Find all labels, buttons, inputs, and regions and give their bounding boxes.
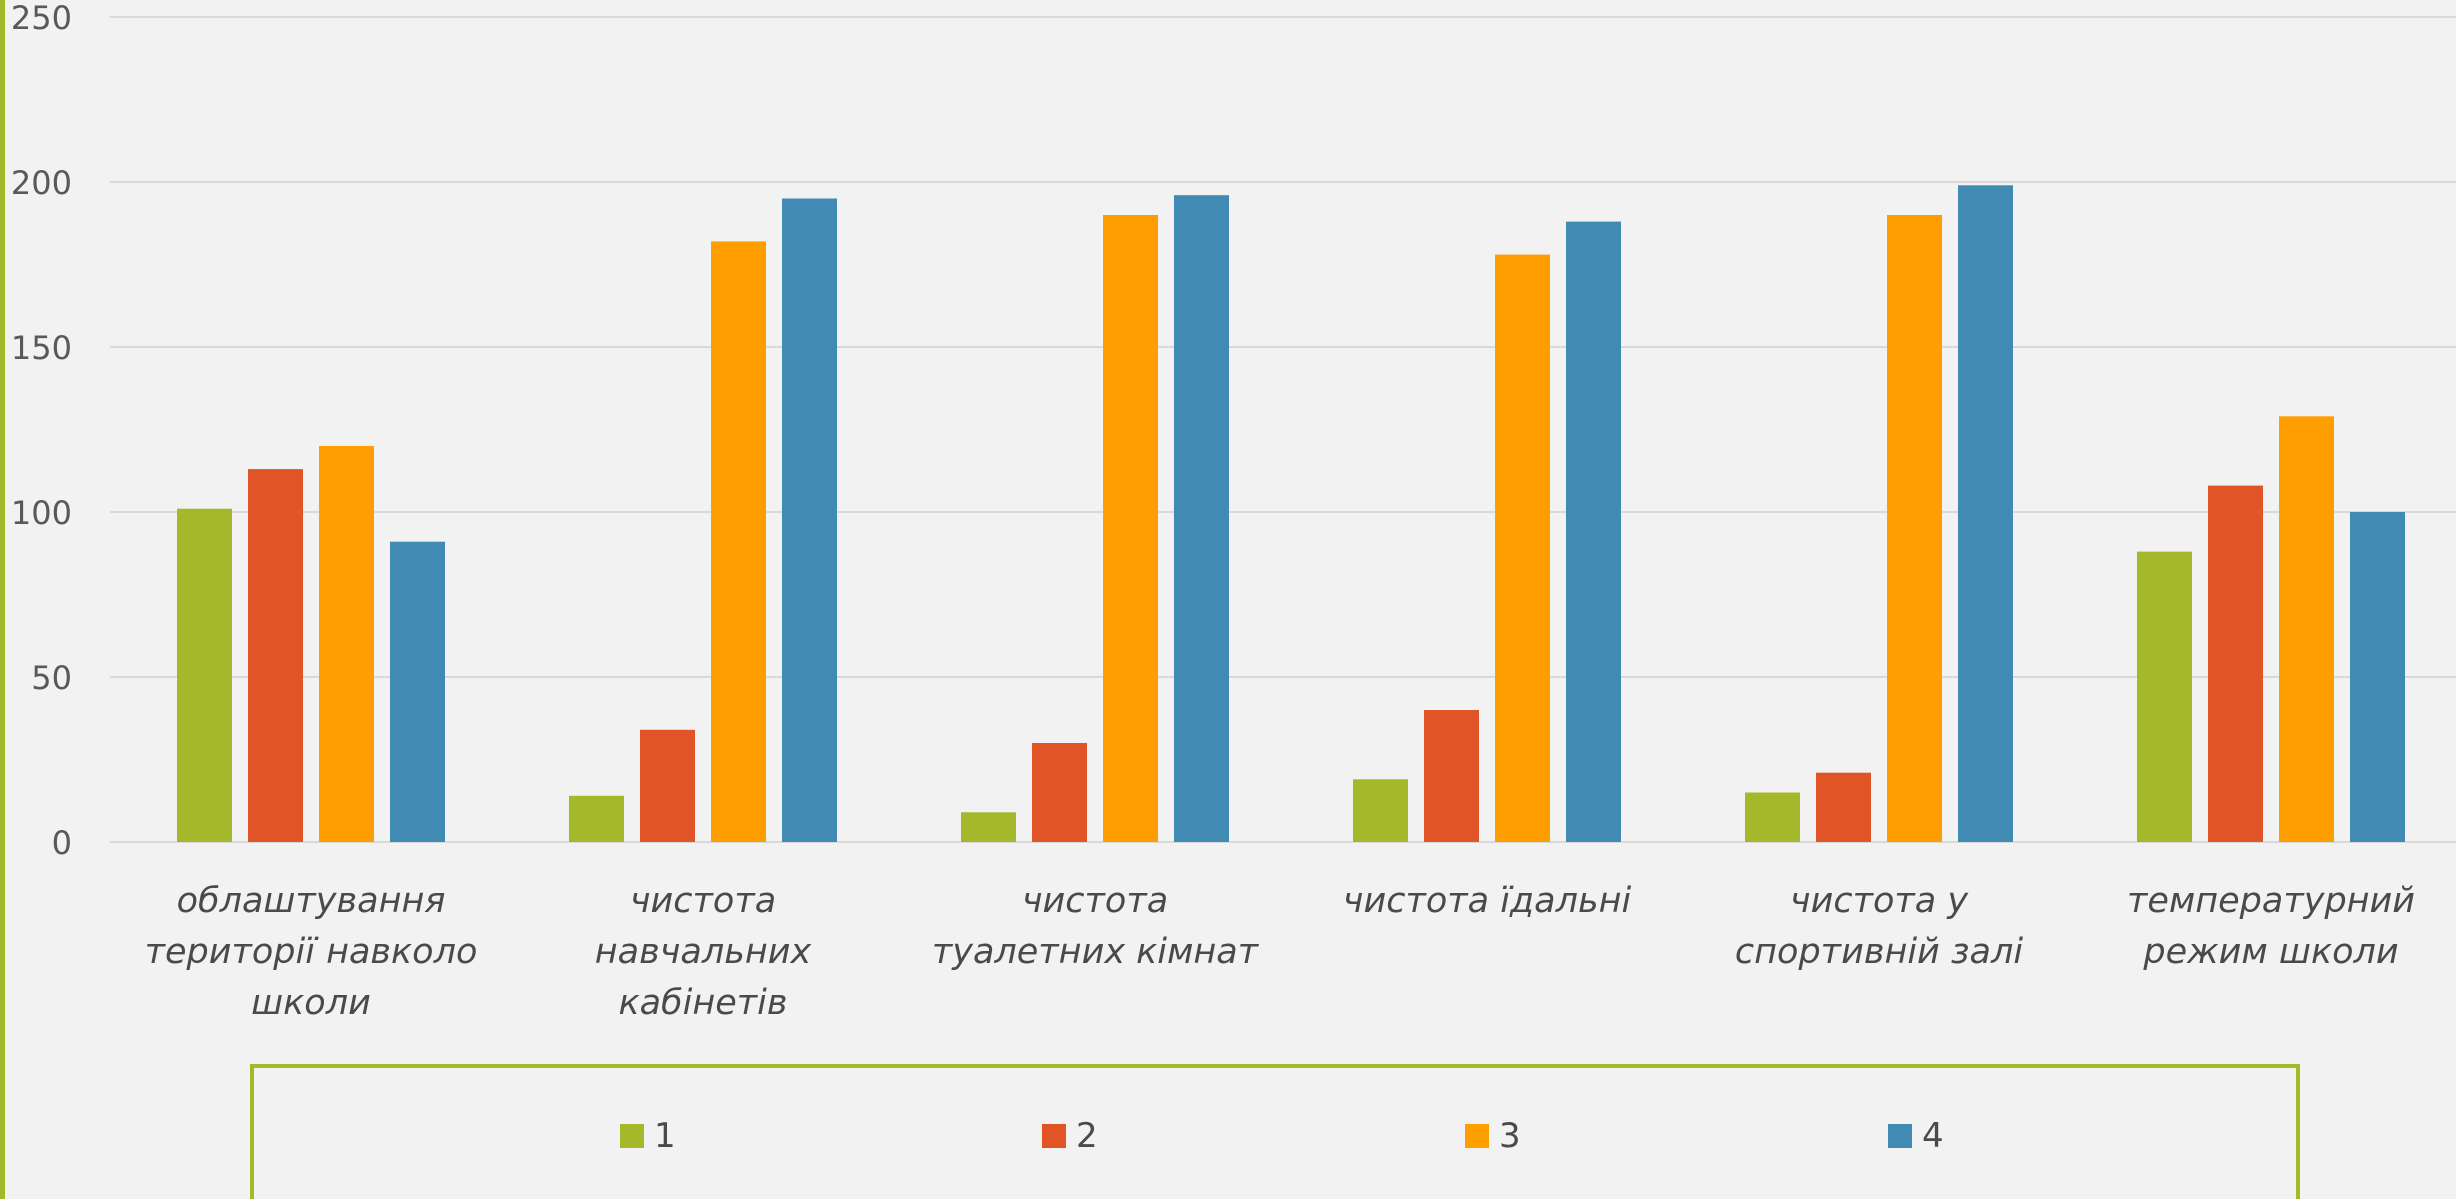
legend-label: 1 — [654, 1116, 676, 1156]
bar-series-1-category-1 — [177, 508, 232, 842]
bar-series-3-category-2 — [711, 241, 766, 842]
bar-series-1-category-2 — [569, 795, 624, 842]
legend-swatch — [620, 1124, 644, 1148]
legend-swatch — [1888, 1124, 1912, 1148]
legend-label: 3 — [1499, 1116, 1521, 1156]
x-category-label: облаштування території навколо школи — [145, 881, 478, 1023]
x-category-label: чистота їдальні — [1343, 881, 1632, 921]
legend-item-2: 2 — [1042, 1116, 1098, 1156]
x-category-label: температурний режим школи — [2127, 881, 2415, 972]
x-category-label: чистота навчальних кабінетів — [595, 881, 812, 1023]
legend-item-3: 3 — [1465, 1116, 1521, 1156]
bar-series-1-category-6 — [2137, 551, 2192, 842]
bar-series-2-category-2 — [640, 729, 695, 842]
bar-series-4-category-3 — [1174, 195, 1229, 842]
bar-series-2-category-3 — [1032, 743, 1087, 842]
bar-series-1-category-4 — [1353, 779, 1408, 842]
bar-series-2-category-6 — [2208, 485, 2263, 842]
x-category-label: чистота туалетних кімнат — [932, 881, 1260, 972]
bar-series-2-category-5 — [1816, 772, 1871, 842]
y-tick-label: 150 — [11, 329, 72, 367]
legend-label: 2 — [1076, 1116, 1098, 1156]
y-tick-label: 0 — [52, 824, 72, 862]
bar-series-2-category-4 — [1424, 710, 1479, 842]
bar-series-3-category-4 — [1495, 254, 1550, 843]
legend-item-4: 4 — [1888, 1116, 1944, 1156]
bar-series-3-category-5 — [1887, 215, 1942, 842]
y-tick-label: 250 — [11, 0, 72, 37]
left-accent-bar — [0, 0, 5, 1199]
legend-label: 4 — [1922, 1116, 1944, 1156]
y-tick-label: 100 — [11, 494, 72, 532]
legend-swatch — [1042, 1124, 1066, 1148]
bar-series-4-category-1 — [390, 541, 445, 842]
bar-series-4-category-2 — [782, 198, 837, 842]
y-tick-label: 50 — [31, 659, 72, 697]
legend-item-1: 1 — [620, 1116, 676, 1156]
legend-frame — [250, 1064, 2300, 1199]
bar-series-4-category-4 — [1566, 221, 1621, 843]
y-tick-label: 200 — [11, 164, 72, 202]
x-category-label: чистота у спортивній залі — [1735, 881, 2023, 972]
bar-series-1-category-5 — [1745, 792, 1800, 842]
bar-series-1-category-3 — [961, 812, 1016, 842]
legend-swatch — [1465, 1124, 1489, 1148]
bar-series-4-category-5 — [1958, 185, 2013, 843]
bar-series-4-category-6 — [2350, 512, 2405, 842]
bar-series-3-category-1 — [319, 446, 374, 842]
bar-series-3-category-3 — [1103, 215, 1158, 842]
bar-series-2-category-1 — [248, 469, 303, 842]
bar-series-3-category-6 — [2279, 416, 2334, 842]
